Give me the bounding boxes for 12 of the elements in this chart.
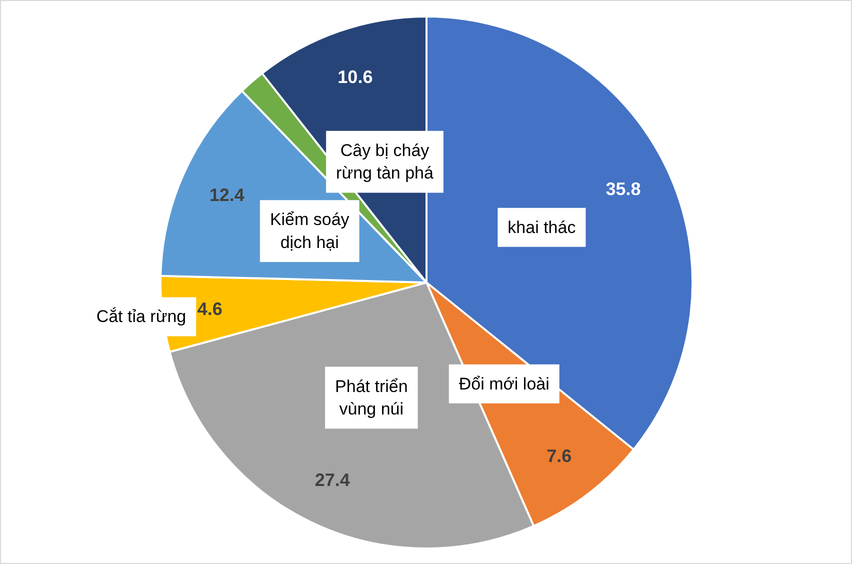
slice-label: Kiểm soáy dịch hại [270,210,350,252]
slice-label: Phát triển vùng núi [335,376,408,419]
slice-label: Đổi mới loài [458,374,550,394]
data-label: 7.6 [546,446,572,466]
data-label: 4.6 [197,298,222,319]
data-label: 12.4 [209,185,244,206]
slice-label: Cây bị cháy rừng tàn phá [336,140,434,183]
slice-label: khai thác [508,218,576,237]
data-label: 35.8 [606,178,641,199]
slice-label: Cắt tỉa rừng [96,307,186,326]
data-label: 27.4 [314,470,350,490]
data-label: 10.6 [338,66,373,87]
